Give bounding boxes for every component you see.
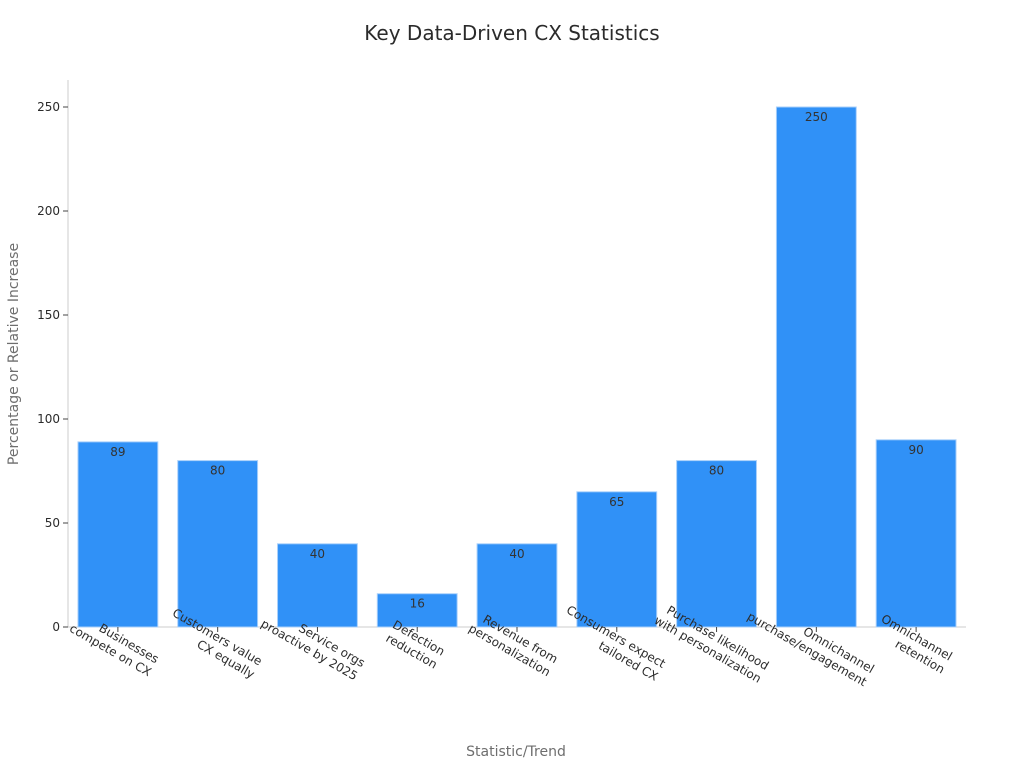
bar-value-label: 40 — [509, 547, 524, 561]
bar-value-label: 80 — [709, 464, 724, 478]
bar — [775, 106, 857, 628]
bar — [875, 439, 957, 628]
bar — [676, 460, 757, 628]
bar-value-label: 89 — [110, 445, 125, 459]
x-axis-title: Statistic/Trend — [466, 744, 566, 760]
y-tick-label: 200 — [37, 204, 60, 218]
y-tick-label: 250 — [37, 100, 60, 114]
bar-value-label: 40 — [310, 547, 325, 561]
bar-value-label: 250 — [805, 110, 828, 124]
y-tick-label: 100 — [37, 412, 60, 426]
bar — [177, 460, 259, 628]
bar-value-label: 80 — [210, 464, 225, 478]
y-tick-label: 0 — [52, 620, 60, 634]
bars: 89 80 40 16 40 65 80 250 90 — [77, 106, 957, 628]
bar-value-label: 65 — [609, 495, 624, 509]
bar-value-label: 16 — [410, 597, 425, 611]
bar — [277, 543, 358, 628]
y-axis-ticks: 0 50 100 150 200 250 — [37, 100, 68, 634]
y-axis-title: Percentage or Relative Increase — [6, 243, 22, 465]
chart-title: Key Data-Driven CX Statistics — [364, 21, 659, 45]
bar — [476, 543, 558, 628]
bar — [576, 491, 658, 628]
bar-value-label: 90 — [908, 443, 923, 457]
y-tick-label: 150 — [37, 308, 60, 322]
y-tick-label: 50 — [45, 516, 60, 530]
bar — [77, 441, 159, 628]
